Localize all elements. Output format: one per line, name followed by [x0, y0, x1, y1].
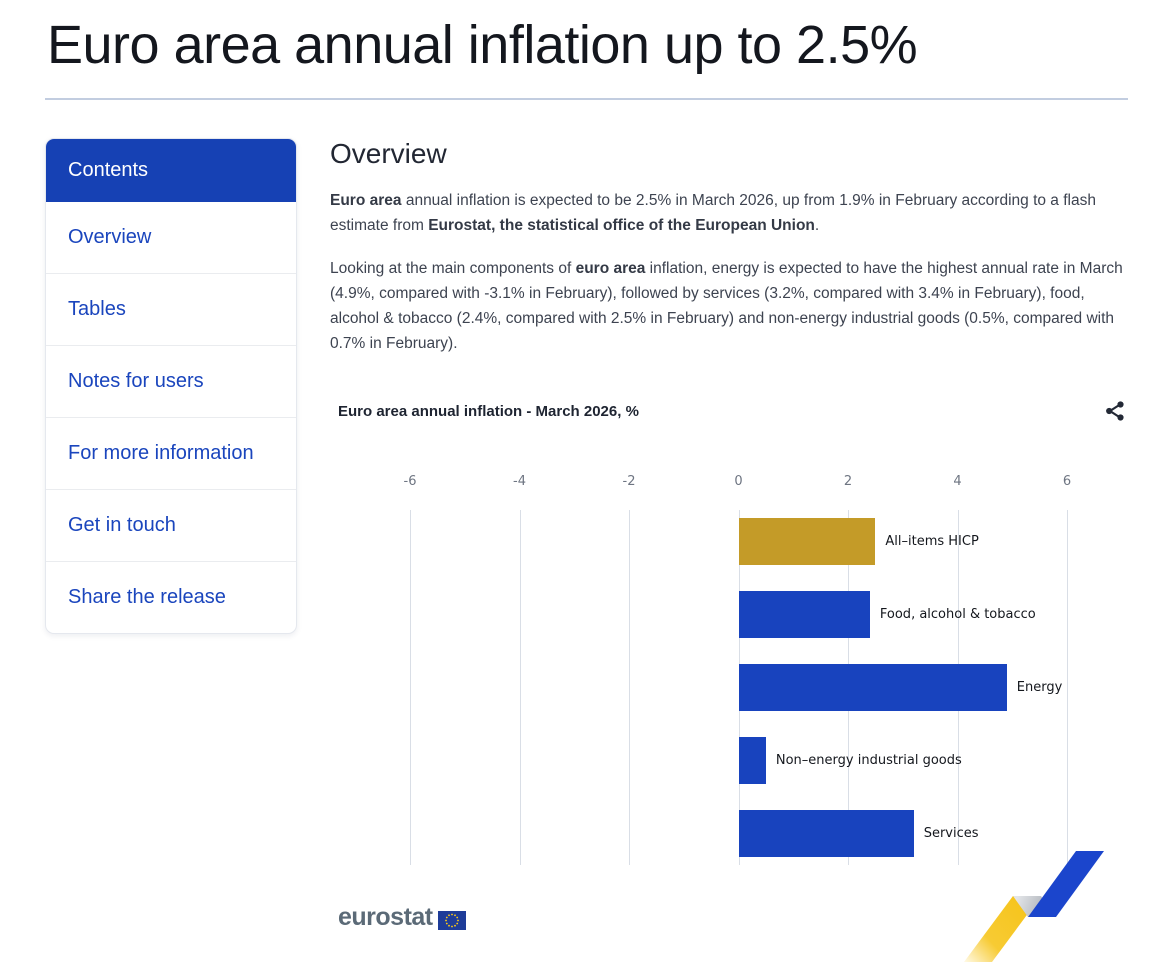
eurostat-logo-text: eurostat: [338, 903, 433, 932]
text: .: [814, 217, 820, 235]
overview-paragraph-1: Euro area annual inflation is expected t…: [330, 188, 1128, 238]
bold-text: Euro area: [330, 192, 402, 210]
bar-energy: [738, 664, 1007, 712]
x-tick-label: 6: [1062, 474, 1072, 490]
title-divider: [45, 98, 1128, 101]
page-title: Euro area annual inflation up to 2.5%: [47, 15, 918, 75]
bar-label-all-items-hicp: All–items HICP: [885, 534, 979, 550]
sidebar-item-get-in-touch[interactable]: Get in touch: [46, 489, 296, 561]
bar-label-food-alcohol-tobacco: Food, alcohol & tobacco: [879, 607, 1036, 623]
text: inflation, energy is expected to have th…: [330, 260, 1123, 353]
sidebar-item-tables[interactable]: Tables: [46, 273, 296, 345]
sidebar-header-contents: Contents: [46, 139, 296, 203]
text: Looking at the main components of: [330, 260, 576, 278]
chart-header: Euro area annual inflation - March 2026,…: [330, 398, 1128, 424]
bar-label-non-energy-industrial-goods: Non–energy industrial goods: [775, 753, 962, 769]
x-tick-label: 4: [953, 474, 962, 490]
chart-bar-row: Services: [410, 810, 1067, 858]
bar-label-energy: Energy: [1016, 680, 1063, 696]
bold-text: Eurostat, the statistical office of the …: [428, 217, 815, 235]
footer-row: eurostat: [330, 903, 1128, 932]
bar-non-energy-industrial-goods: [738, 737, 766, 785]
eurostat-logo[interactable]: eurostat: [338, 903, 466, 932]
section-title-overview: Overview: [330, 138, 447, 170]
contents-sidebar: Contents Overview Tables Notes for users…: [45, 138, 297, 635]
x-tick-label: 0: [734, 474, 743, 490]
x-axis-ticks: -6 -4 -2 0 2 4 6: [404, 474, 1072, 490]
gridline: [410, 510, 411, 866]
bar-food-alcohol-tobacco: [738, 591, 870, 639]
x-tick-label: 2: [843, 474, 853, 490]
chart-bar-row: All–items HICP: [410, 518, 1067, 566]
gridline: [629, 510, 630, 866]
chart-bar-row: Non–energy industrial goods: [410, 737, 1067, 785]
bar-chart-plot: -6 -4 -2 0 2 4 6 All–items HICP Food, alcohol &…: [404, 474, 1072, 866]
overview-paragraph-2: Looking at the main components of euro a…: [330, 256, 1128, 356]
sidebar-item-share-the-release[interactable]: Share the release: [46, 561, 296, 633]
main-content: Overview Euro area annual inflation is e…: [330, 138, 1128, 932]
x-tick-label: -6: [403, 474, 417, 490]
x-tick-label: -2: [622, 474, 636, 490]
sidebar-item-for-more-information[interactable]: For more information: [46, 417, 296, 489]
sidebar-item-overview[interactable]: Overview: [68, 226, 152, 249]
gridline: [1067, 510, 1068, 866]
sidebar-item-notes-for-users[interactable]: Notes for users: [46, 345, 296, 417]
share-icon[interactable]: [1102, 398, 1128, 424]
bar-label-services: Services: [923, 826, 979, 842]
bar-services: [738, 810, 914, 858]
chart-title: Euro area annual inflation - March 2026,…: [338, 402, 639, 420]
text: annual inflation is expected to be 2.5% …: [330, 192, 1096, 235]
chart-bar-row: Food, alcohol & tobacco: [410, 591, 1067, 639]
content-row: Contents Overview Tables Notes for users…: [45, 138, 1128, 932]
gridline: [519, 510, 521, 866]
inflation-chart-card: Euro area annual inflation - March 2026,…: [330, 398, 1128, 866]
eu-flag-icon: [437, 911, 466, 931]
eurostat-trend-arrow-graphic: [964, 851, 1104, 962]
chart-grid: All–items HICP Food, alcohol & tobacco Ene…: [410, 510, 1068, 866]
x-tick-label: -4: [513, 474, 526, 490]
bold-text: euro area: [575, 260, 646, 278]
bar-all-items-hicp: [738, 518, 876, 566]
chart-bar-row: Energy: [410, 664, 1067, 712]
